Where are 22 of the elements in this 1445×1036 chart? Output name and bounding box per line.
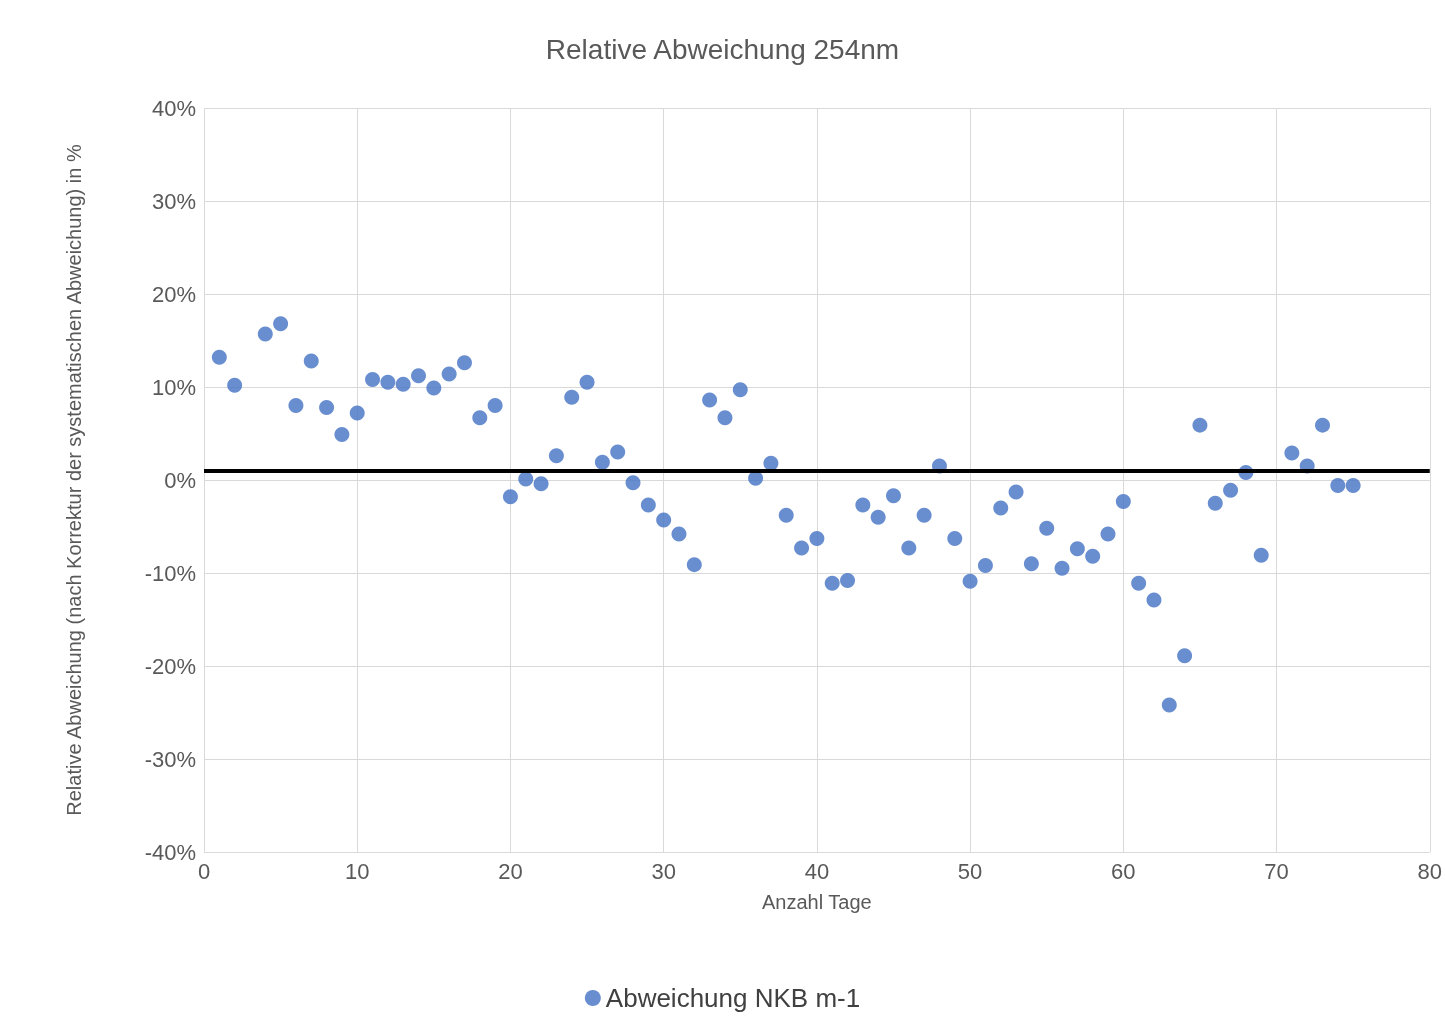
legend-label: Abweichung NKB m-1: [605, 983, 861, 1013]
x-tick-label: 10: [344, 858, 370, 884]
x-tick-label: 20: [498, 858, 523, 884]
x-tick-label: 40: [804, 858, 830, 884]
y-tick-label: -40%: [144, 839, 196, 865]
y-axis-title: Relative Abweichung (nach Korrektur der systematischen Abweichung) in %: [63, 144, 85, 816]
x-tick-label: 0: [197, 858, 211, 884]
y-tick-label: 20%: [151, 281, 196, 307]
x-axis-title: Anzahl Tage: [762, 891, 872, 913]
y-tick-label: -10%: [144, 560, 196, 586]
x-tick-label: 60: [1111, 858, 1136, 884]
x-tick-label: 70: [1264, 858, 1289, 884]
chart-title: Relative Abweichung 254nm: [545, 33, 900, 65]
y-tick-label: 40%: [151, 95, 196, 121]
y-tick-label: 0%: [164, 467, 196, 493]
x-tick-label: 30: [651, 858, 676, 884]
x-tick-label: 80: [1417, 858, 1443, 884]
y-tick-label: -30%: [144, 746, 196, 772]
y-tick-label: 30%: [151, 188, 196, 214]
y-tick-label: 10%: [151, 374, 196, 400]
x-tick-label: 50: [957, 858, 983, 884]
y-tick-label: -20%: [144, 653, 196, 679]
